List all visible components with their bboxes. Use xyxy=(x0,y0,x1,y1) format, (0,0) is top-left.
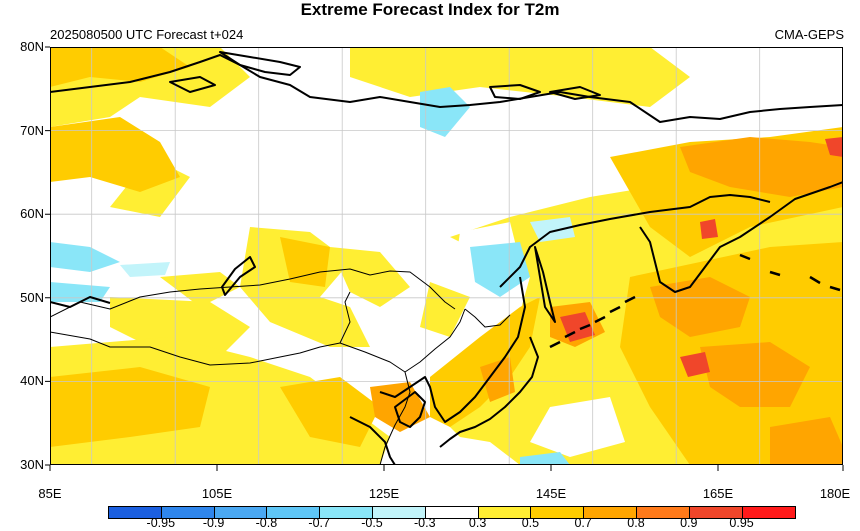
lon-label-145e: 145E xyxy=(535,486,567,501)
lat-label-60n: 60N xyxy=(20,206,44,221)
colorbar-label: -0.7 xyxy=(308,516,330,530)
colorbar xyxy=(108,506,797,519)
colorbar-label: 0.95 xyxy=(729,516,754,530)
colorbar-swatch xyxy=(531,507,585,518)
colorbar-swatch xyxy=(372,507,426,518)
colorbar-swatch xyxy=(267,507,321,518)
model-name-label: CMA-GEPS xyxy=(774,27,844,42)
colorbar-label: 0.3 xyxy=(468,516,487,530)
colorbar-label: 0.9 xyxy=(680,516,698,530)
lat-label-50n: 50N xyxy=(20,290,44,305)
lon-label-180e: 180E xyxy=(819,486,851,501)
colorbar-label: -0.3 xyxy=(414,516,436,530)
lon-label-85e: 85E xyxy=(38,486,62,501)
map-canvas xyxy=(50,47,843,465)
colorbar-label: -0.95 xyxy=(146,516,176,530)
lat-label-70n: 70N xyxy=(20,123,44,138)
map-gridlines xyxy=(50,47,843,465)
colorbar-swatch xyxy=(109,507,162,518)
map-frame xyxy=(50,47,843,465)
national-borders xyxy=(50,268,511,465)
kuril-islands xyxy=(549,253,841,349)
colorbar-swatch xyxy=(214,507,268,518)
colorbar-label: -0.9 xyxy=(202,516,225,530)
colorbar-label: 0.8 xyxy=(627,516,645,530)
colorbar-swatch xyxy=(320,507,373,518)
lon-label-125e: 125E xyxy=(368,486,400,501)
colorbar-swatch xyxy=(161,507,215,518)
colorbar-swatch xyxy=(689,507,743,518)
colorbar-swatch xyxy=(584,507,637,518)
forecast-run-label: 2025080500 UTC Forecast t+024 xyxy=(50,27,244,42)
lon-label-105e: 105E xyxy=(201,486,233,501)
lat-label-30n: 30N xyxy=(20,457,44,472)
lat-label-40n: 40N xyxy=(20,373,44,388)
colorbar-label: 0.7 xyxy=(574,516,592,530)
colorbar-swatch xyxy=(425,507,479,518)
colorbar-swatch xyxy=(478,507,532,518)
lon-label-165e: 165E xyxy=(702,486,734,501)
colorbar-label: -0.8 xyxy=(255,516,278,530)
chart-title: Extreme Forecast Index for T2m xyxy=(300,0,560,19)
efi-field-0.8 xyxy=(370,137,843,465)
colorbar-swatch xyxy=(742,507,796,518)
efi-map xyxy=(50,47,843,465)
colorbar-label: -0.5 xyxy=(361,516,383,530)
colorbar-label: 0.5 xyxy=(521,516,540,530)
lat-label-80n: 80N xyxy=(20,39,44,54)
colorbar-swatch xyxy=(636,507,690,518)
efi-field-neg0.3 xyxy=(120,217,575,277)
efi-field-neg0.5 xyxy=(50,87,570,465)
